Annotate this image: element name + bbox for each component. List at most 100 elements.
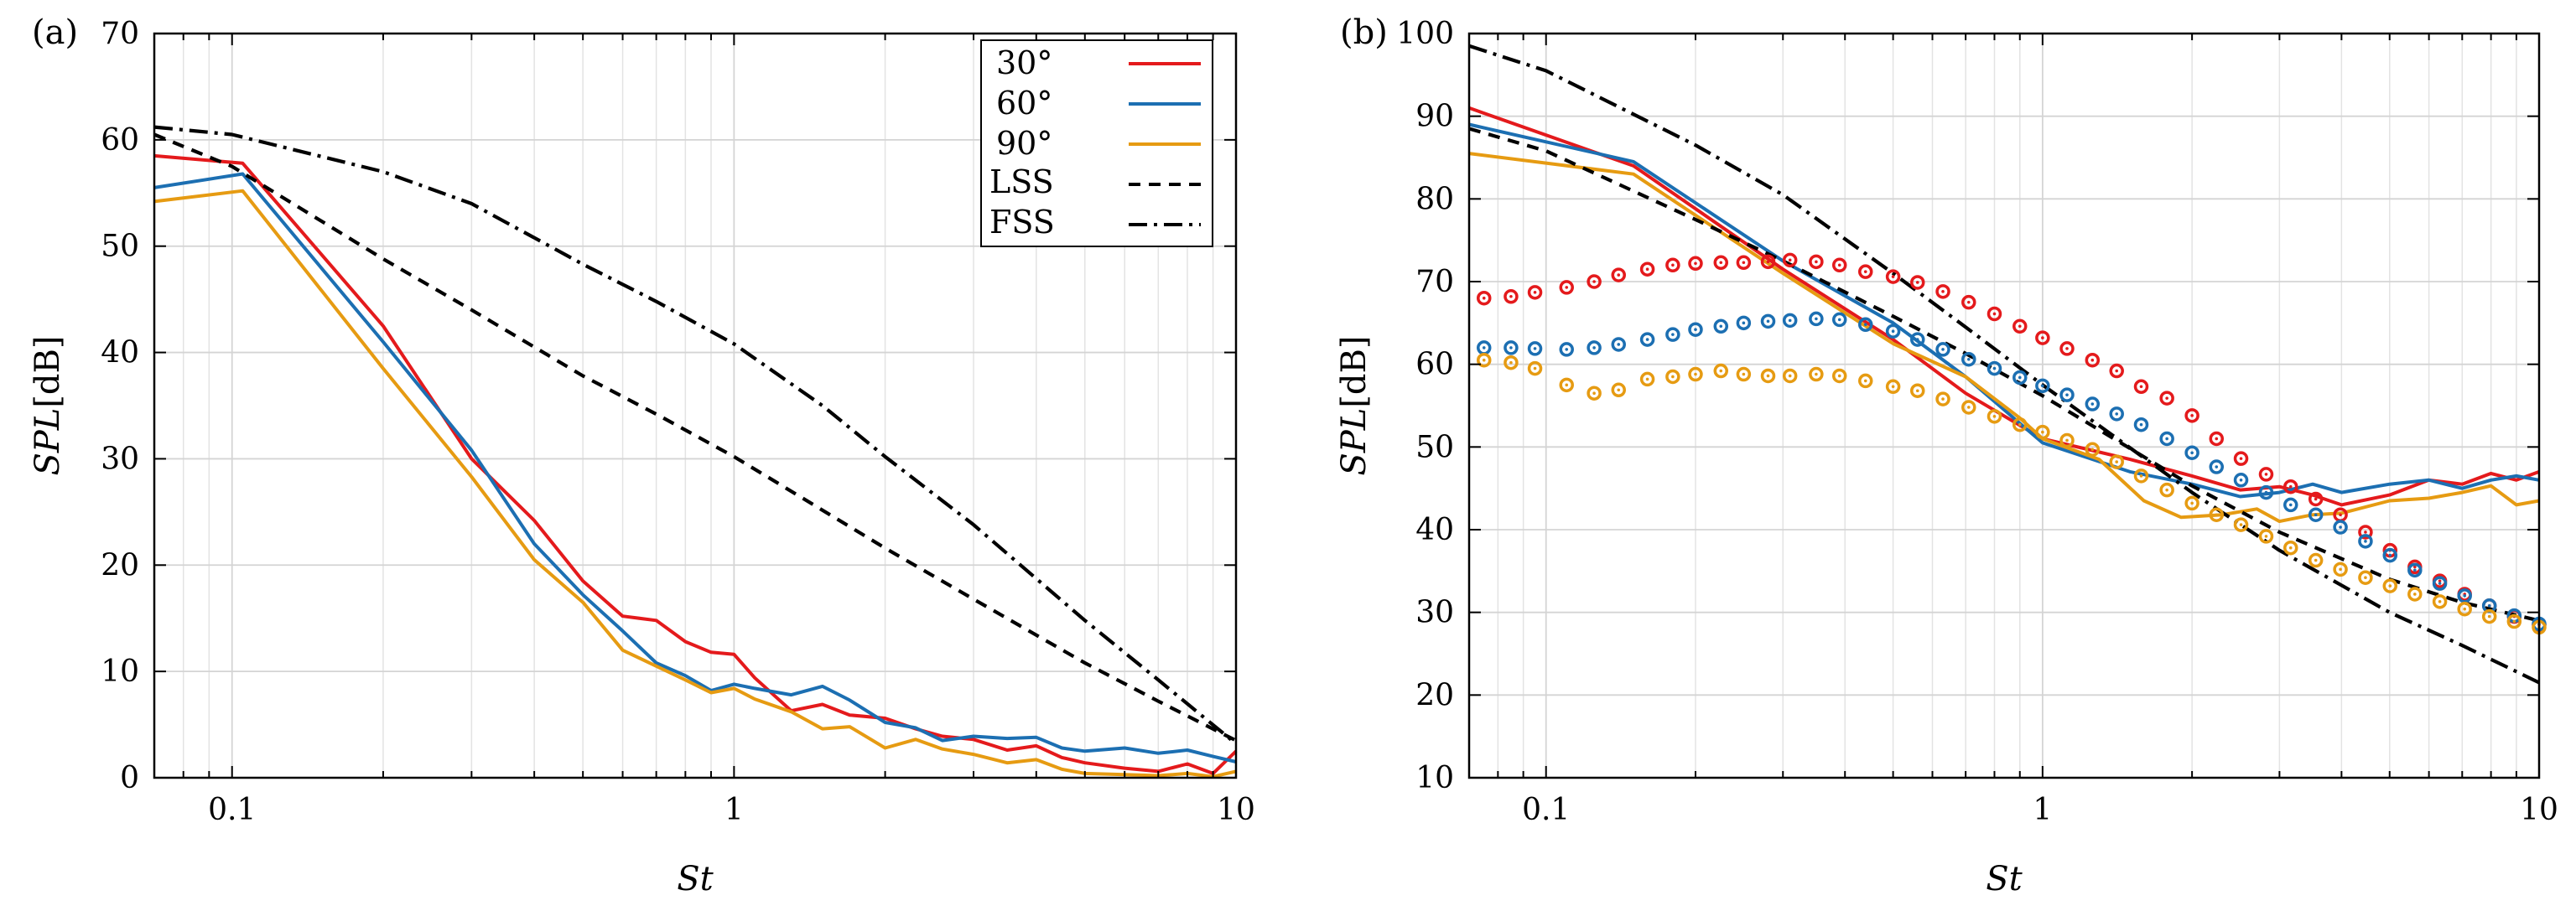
data-point (2059, 387, 2075, 402)
data-point (1857, 264, 1873, 279)
series-90-line (1468, 152, 2540, 524)
data-point-center (2165, 396, 2168, 400)
data-point (1760, 313, 1776, 329)
panel-a: (a) 0 10 20 30 40 50 60 70 0.1 1 10 St SPL[dB] 30°… (29, 13, 1255, 898)
data-point (1559, 342, 1574, 357)
data-point (1736, 366, 1752, 382)
data-point (1639, 332, 1655, 347)
data-point-center (2139, 422, 2143, 427)
x-tick-label: 1 (724, 793, 744, 827)
series-60-markers (1476, 311, 2547, 632)
legend: 30° 60° 90° LSS FSS (980, 39, 1213, 247)
data-point-center (2413, 568, 2417, 572)
data-point (2283, 540, 2298, 556)
data-point (2432, 576, 2448, 591)
data-point (2283, 479, 2298, 494)
data-point-center (1617, 343, 1621, 346)
data-point (2184, 445, 2199, 460)
data-point-center (2165, 488, 2168, 492)
legend-entry-lss: LSS (989, 163, 1201, 200)
data-point-center (2115, 412, 2119, 416)
data-point (1527, 341, 1543, 356)
data-point-center (1815, 372, 1818, 376)
data-point (1831, 257, 1847, 273)
data-point-center (2115, 460, 2119, 463)
data-point (2308, 507, 2324, 522)
data-point-center (2215, 513, 2219, 517)
x-tick-label: 0.1 (208, 793, 256, 827)
data-point-center (2438, 582, 2442, 585)
y-tick-label: 20 (1415, 678, 1454, 712)
data-point-center (2165, 437, 2168, 441)
data-point-center (2041, 336, 2044, 339)
data-point (1910, 383, 1925, 398)
data-point (2184, 495, 2199, 511)
data-point-center (2487, 603, 2491, 608)
data-point-center (1533, 366, 1537, 370)
data-point (1809, 311, 1824, 327)
data-point (1611, 267, 1627, 282)
series-90-markers (1476, 352, 2547, 635)
data-point (2258, 467, 2274, 482)
data-point (1961, 400, 1976, 415)
legend-entry-30: 30° (996, 44, 1201, 81)
data-point-center (1992, 312, 1997, 316)
data-point (2382, 578, 2398, 593)
data-point-center (1645, 338, 1649, 341)
data-point (1885, 379, 1901, 395)
y-tick-label: 40 (101, 336, 139, 370)
data-point (2358, 570, 2373, 585)
panel-a-label: (a) (32, 13, 78, 52)
data-point-center (2090, 358, 2095, 362)
data-point (2233, 451, 2249, 466)
data-point (2109, 454, 2124, 469)
data-point-center (1891, 385, 1895, 389)
data-point-center (1788, 258, 1792, 262)
panel-b-series (1468, 44, 2547, 685)
data-point (2308, 552, 2324, 568)
data-point-center (1719, 324, 1723, 329)
data-point-center (2339, 567, 2342, 572)
data-point (1611, 337, 1627, 352)
data-point-center (1617, 273, 1621, 277)
legend-entry-60: 60° (996, 85, 1201, 122)
data-point-center (2413, 565, 2417, 569)
data-point (1713, 363, 1729, 379)
data-point-center (2139, 474, 2143, 478)
data-point-center (1694, 261, 1697, 266)
data-point (1857, 317, 1873, 333)
data-point (1831, 368, 1847, 384)
data-point-center (1915, 389, 1919, 393)
series-60-line (1468, 122, 2540, 499)
data-point-center (2190, 414, 2194, 417)
data-point-center (1766, 319, 1770, 324)
data-point (1611, 382, 1627, 398)
x-tick-label: 1 (2033, 793, 2052, 827)
data-point-center (2487, 614, 2491, 619)
data-point (2209, 507, 2225, 522)
data-point-center (1565, 286, 1569, 289)
data-point-center (1565, 348, 1569, 351)
data-point-center (1815, 260, 1818, 264)
y-tick-label: 70 (1415, 265, 1454, 299)
data-point-center (1482, 358, 1486, 362)
series-60-line (153, 172, 1237, 763)
series-30-markers (1476, 252, 2547, 633)
panel-a-ylabel: SPL[dB] (29, 335, 67, 475)
data-point-center (1915, 338, 1919, 341)
data-point-center (1592, 280, 1596, 283)
data-point-center (1992, 415, 1997, 418)
data-point-center (2065, 393, 2069, 396)
data-point (1736, 255, 1752, 271)
data-point-center (1482, 346, 1486, 349)
data-point-center (1509, 360, 1513, 365)
data-point (2432, 594, 2448, 609)
data-point (2012, 318, 2028, 334)
data-point (1504, 340, 1519, 355)
data-point (1857, 373, 1873, 389)
data-point-center (2239, 523, 2243, 526)
data-point-center (2388, 584, 2392, 587)
data-point (2012, 370, 2028, 386)
panel-b-ylabel-unit: [dB] (1335, 335, 1374, 407)
data-point-center (1565, 383, 1569, 387)
